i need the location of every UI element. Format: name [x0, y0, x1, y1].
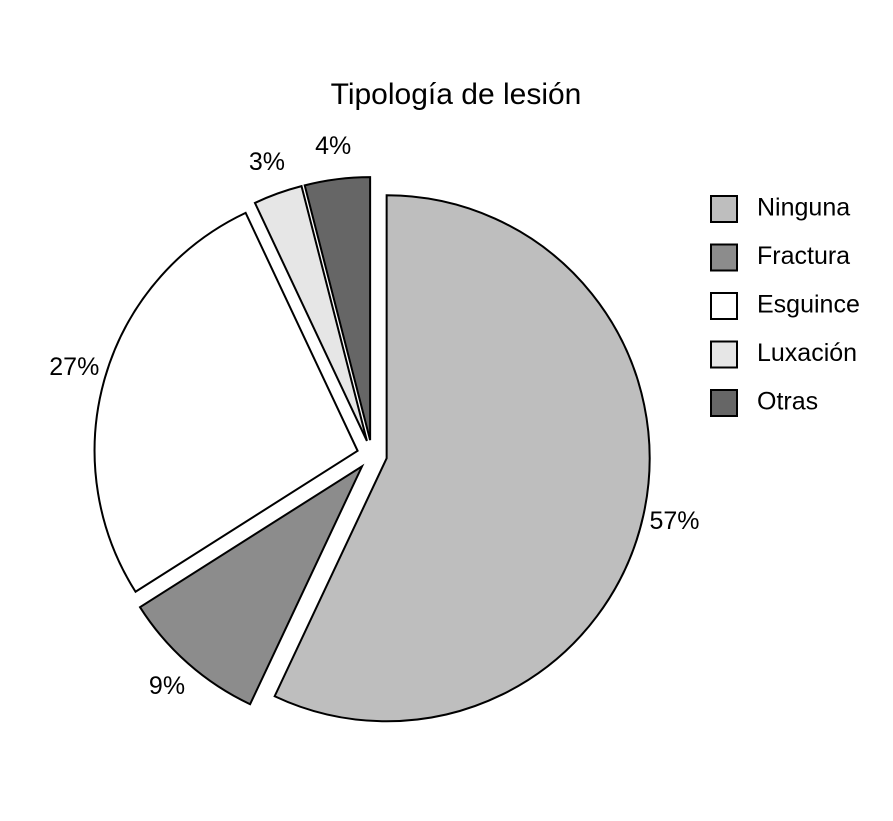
data-label: 3% [249, 148, 285, 176]
legend-swatch [710, 195, 738, 223]
data-label: 4% [315, 132, 351, 160]
legend-label: Ninguna [757, 194, 850, 222]
legend-swatch [710, 389, 738, 417]
legend-swatch [710, 340, 738, 369]
legend-label: Otras [757, 388, 818, 416]
legend-label: Luxación [757, 339, 857, 367]
data-label: 27% [49, 353, 99, 381]
chart-title: Tipología de lesión [331, 78, 582, 111]
pie-slice [273, 194, 651, 723]
pie-slice [138, 463, 365, 706]
legend-swatch [710, 243, 738, 272]
data-label: 57% [650, 507, 700, 535]
legend-label: Fractura [757, 242, 850, 270]
legend-label: Esguince [757, 291, 860, 319]
pie-slice [253, 184, 368, 442]
pie-slice [303, 176, 372, 441]
legend-swatch [710, 292, 738, 320]
pie-slice [93, 211, 359, 594]
data-label: 9% [149, 672, 185, 700]
